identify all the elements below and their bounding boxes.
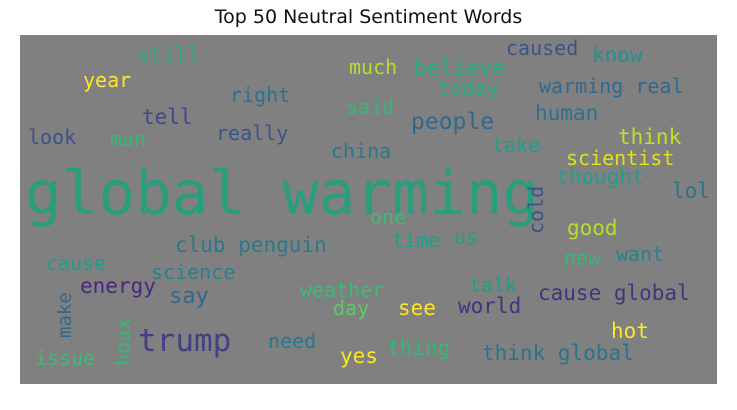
word-thing: thing: [387, 336, 451, 360]
word-world: world: [458, 294, 522, 318]
word-want: want: [616, 242, 665, 266]
word-energy: energy: [80, 274, 156, 298]
word-cause: cause: [46, 251, 107, 275]
word-said: said: [346, 95, 395, 119]
word-think: think: [618, 125, 682, 149]
word-new: new: [564, 246, 601, 270]
word-one: one: [370, 205, 407, 229]
word-right: right: [230, 83, 291, 107]
word-caused: caused: [506, 36, 579, 60]
word-take: take: [492, 133, 541, 157]
word-really: really: [216, 121, 289, 145]
word-much: much: [349, 55, 398, 79]
word-believe: believe: [413, 56, 506, 81]
word-make: make: [54, 292, 76, 338]
word-day: day: [333, 296, 370, 320]
word-look: look: [28, 125, 77, 149]
wordcloud-canvas: global warming trump people believe world cau…: [20, 35, 717, 384]
word-tell: tell: [142, 105, 193, 129]
word-people: people: [411, 109, 495, 135]
word-us: us: [454, 225, 479, 249]
word-issue: issue: [35, 346, 96, 370]
word-today: today: [438, 76, 499, 100]
word-think-global: think global: [482, 341, 634, 365]
word-still: still: [137, 43, 201, 67]
word-time: time: [392, 228, 441, 252]
word-global-warming: global warming: [25, 158, 540, 229]
word-lol: lol: [672, 179, 710, 203]
word-good: good: [567, 216, 618, 240]
word-see: see: [398, 296, 436, 320]
word-warming-real: warming real: [539, 74, 684, 98]
word-know: know: [592, 43, 643, 67]
word-weather: weather: [300, 278, 385, 302]
chart-title: Top 50 Neutral Sentiment Words: [214, 6, 523, 28]
word-club-penguin: club penguin: [175, 233, 327, 257]
word-hot: hot: [611, 319, 649, 343]
word-talk: talk: [469, 273, 518, 297]
word-year: year: [83, 68, 132, 92]
word-trump: trump: [138, 323, 232, 359]
word-hoax: hoax: [111, 317, 135, 366]
word-man: man: [110, 127, 147, 151]
word-say: say: [169, 284, 209, 309]
word-thought: thought: [556, 165, 645, 189]
word-human: human: [535, 101, 599, 125]
word-yes: yes: [340, 344, 378, 368]
word-science: science: [151, 260, 236, 284]
word-scientist: scientist: [566, 146, 675, 170]
word-need: need: [268, 329, 317, 353]
word-china: china: [331, 139, 392, 163]
word-cause-global: cause global: [538, 281, 690, 305]
word-cold: cold: [524, 185, 548, 234]
